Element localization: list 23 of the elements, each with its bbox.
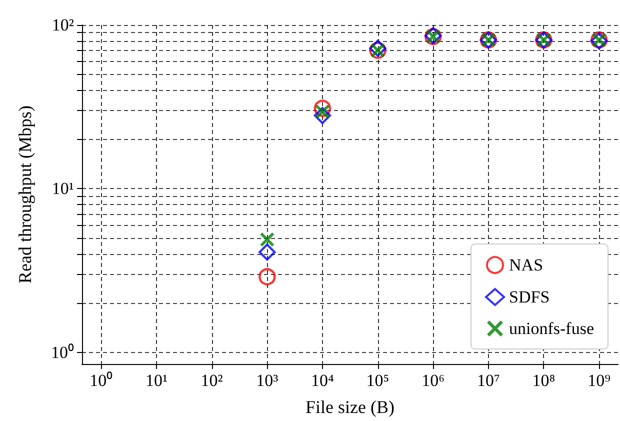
x-tick-label: 10⁰ [90,371,113,390]
x-tick-label: 10¹ [145,371,168,390]
legend-label: NAS [509,256,544,274]
x-tick-label: 10⁵ [366,371,390,390]
legend-label: SDFS [509,288,550,306]
y-axis-title: Read throughput (Mbps) [15,106,35,284]
x-tick-label: 10⁸ [532,371,556,390]
y-tick-label: 10¹ [52,179,74,198]
point [258,244,276,261]
x-tick-label: 10⁷ [476,371,500,390]
point [260,232,274,246]
x-tick-label: 10³ [256,371,278,390]
x-tick-label: 10⁶ [422,371,445,390]
y-tick-label: 10⁰ [51,342,74,362]
point [314,100,332,117]
y-tick-label: 10² [52,16,74,34]
x-tick-label: 10⁴ [310,371,334,390]
point [258,268,276,286]
legend-label: unionfs-fuse [509,319,594,338]
point [314,106,332,124]
x-axis-title: File size (B) [306,397,394,417]
x-tick-label: 10⁹ [588,371,611,390]
x-tick-label: 10² [200,371,223,390]
